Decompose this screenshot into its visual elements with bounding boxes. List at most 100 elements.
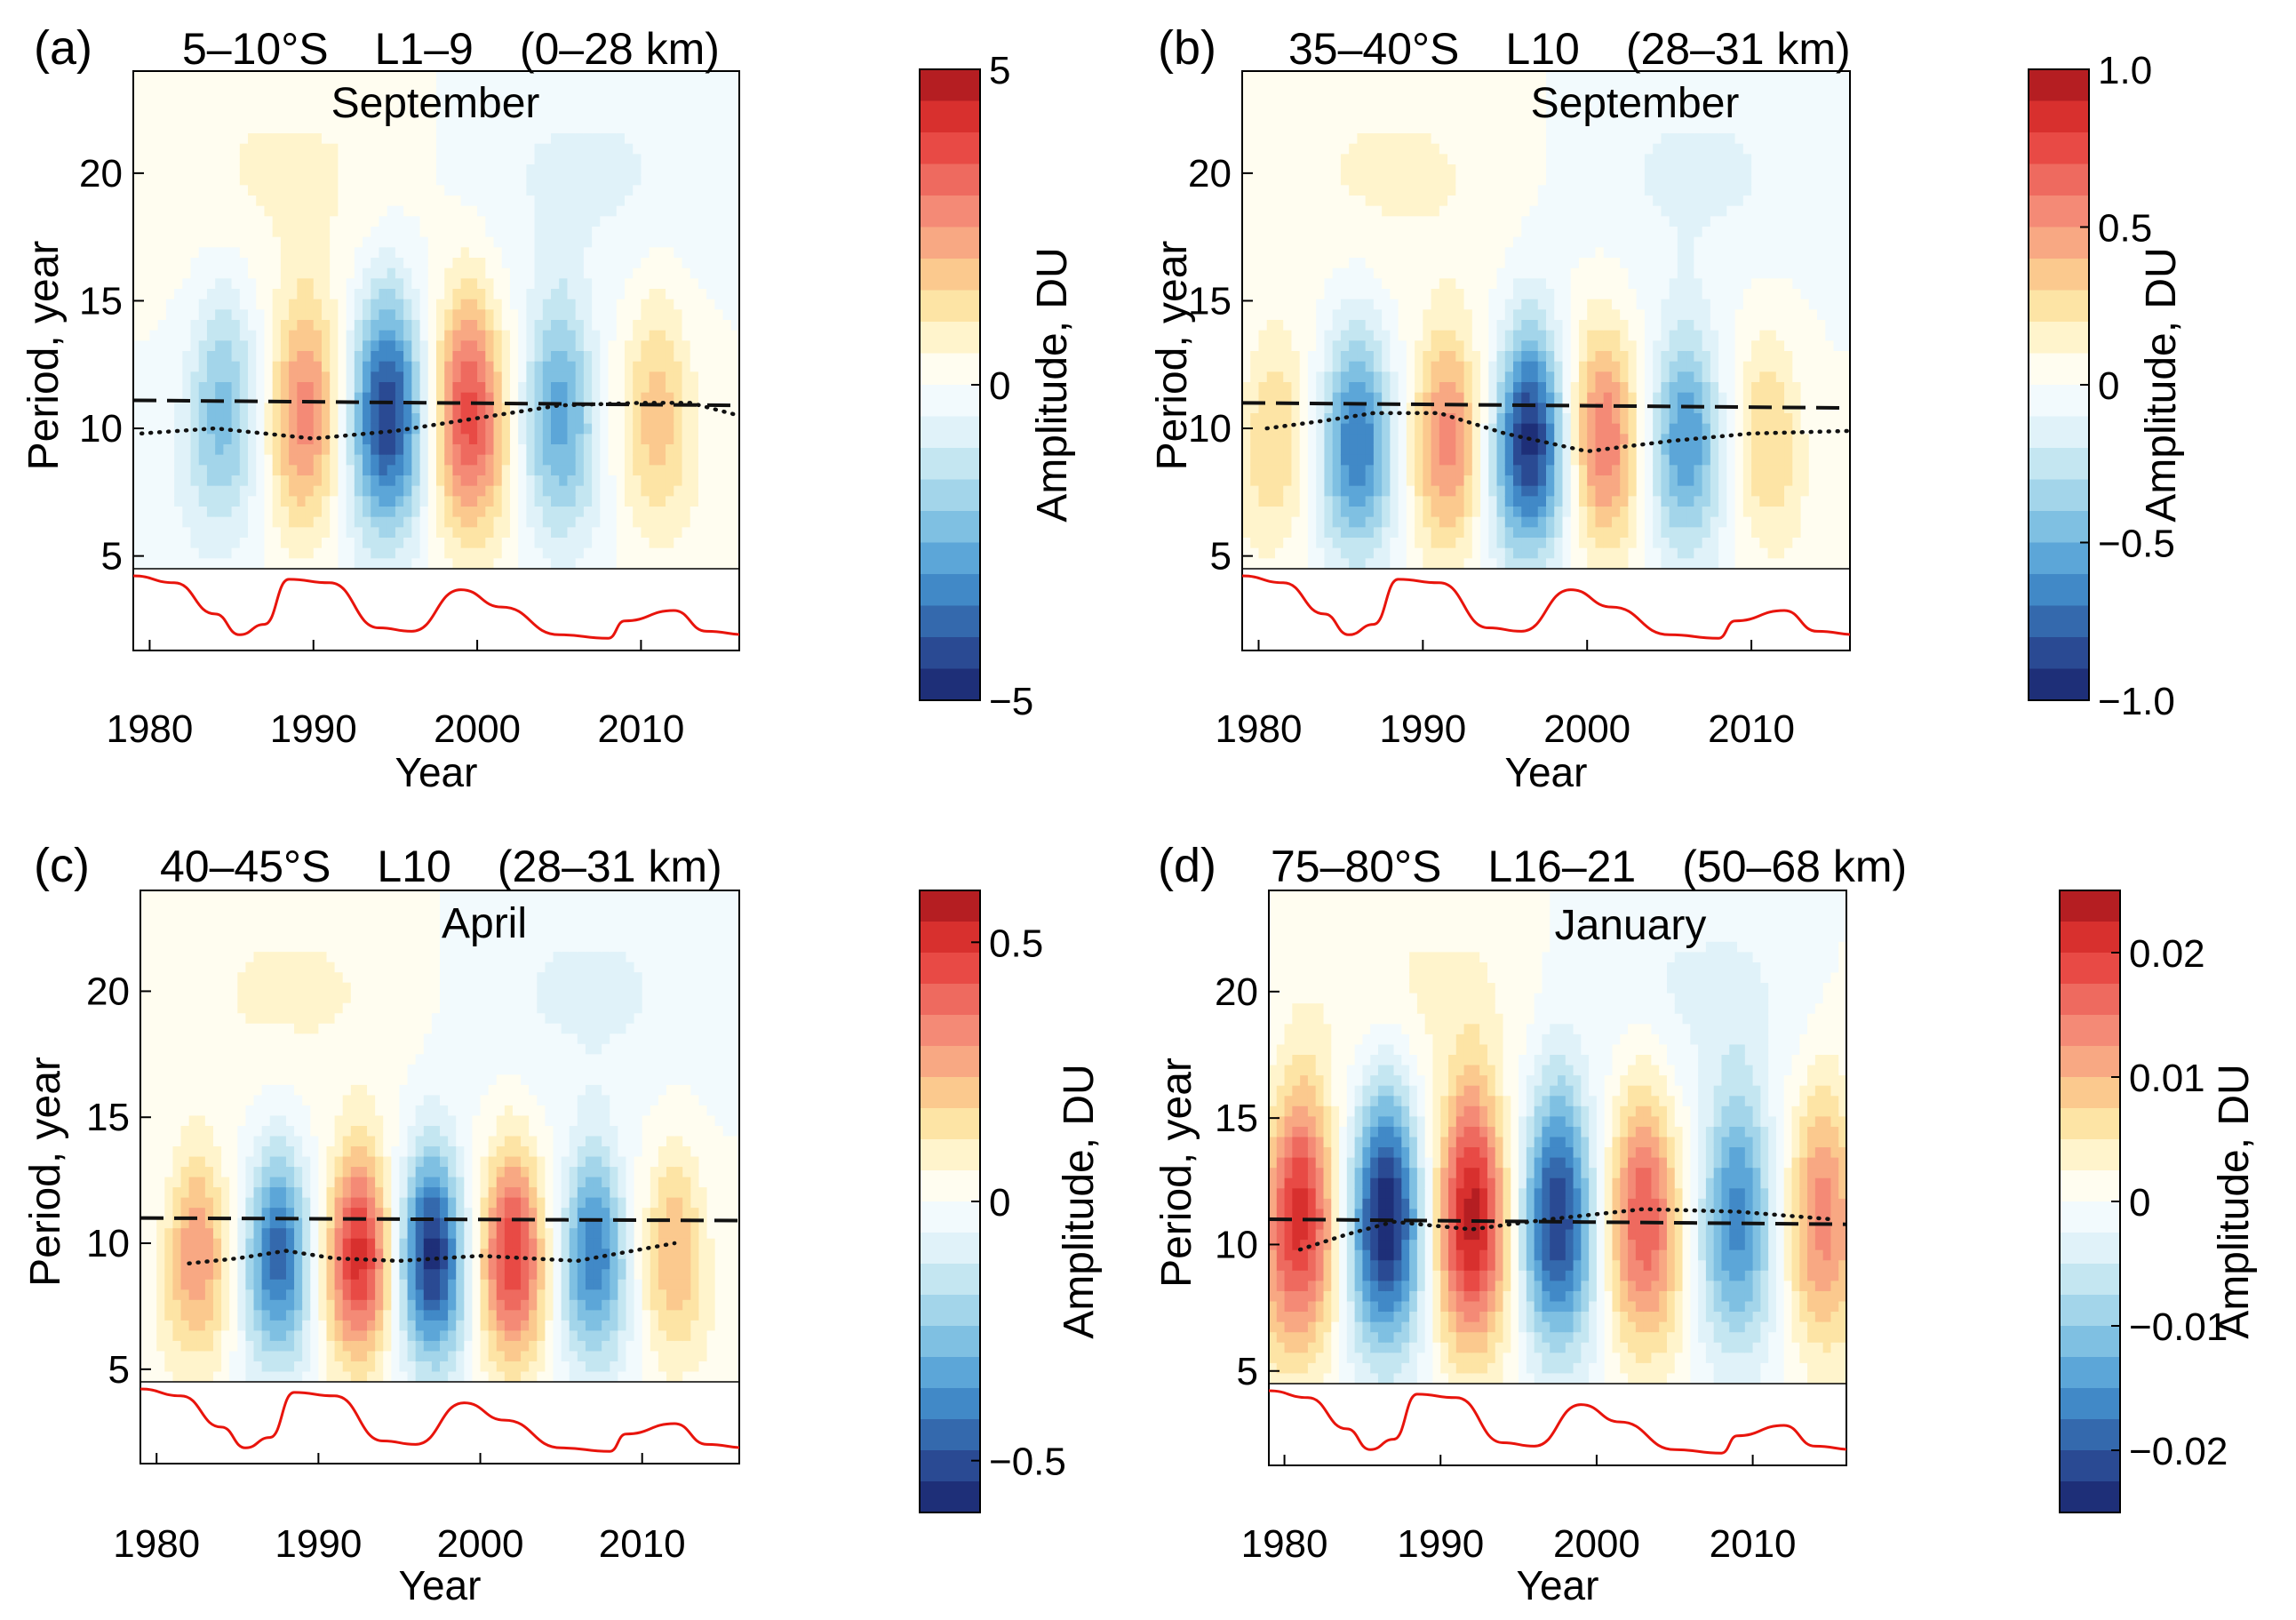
heatmap-cell [313, 164, 323, 176]
heatmap-cell [1431, 454, 1440, 466]
heatmap-cell [280, 278, 290, 290]
heatmap-cell [379, 475, 388, 487]
heatmap-cell [174, 538, 183, 549]
heatmap-cell [526, 143, 536, 155]
heatmap-cell [551, 133, 560, 145]
heatmap-cell [526, 102, 536, 114]
heatmap-cell [1242, 371, 1251, 383]
heatmap-cell [256, 371, 266, 383]
heatmap-cell [1415, 164, 1423, 176]
heatmap-cell [231, 547, 241, 559]
heatmap-cell [149, 454, 159, 466]
heatmap-cell [657, 340, 666, 352]
heatmap-cell [272, 454, 282, 466]
heatmap-cell [641, 547, 650, 559]
heatmap-cell [182, 143, 192, 155]
heatmap-cell [714, 507, 724, 518]
heatmap-cell [690, 299, 699, 310]
heatmap-cell [592, 278, 601, 290]
colorbar-tick-label: 5 [989, 49, 1010, 92]
heatmap-cell [239, 81, 249, 92]
heatmap-cell [468, 444, 478, 456]
heatmap-cell [616, 351, 626, 363]
heatmap-cell [1471, 278, 1481, 290]
heatmap-cell [706, 154, 715, 165]
heatmap-cell [1463, 547, 1473, 559]
heatmap-cell [526, 340, 536, 352]
heatmap-cell [1415, 205, 1423, 217]
heatmap-cell [1398, 102, 1407, 114]
heatmap-cell [280, 382, 290, 394]
heatmap-cell [649, 320, 658, 331]
heatmap-cell [1406, 538, 1415, 549]
heatmap-cell [1316, 403, 1326, 414]
heatmap-cell [674, 216, 683, 227]
heatmap-cell [452, 392, 462, 403]
heatmap-cell [206, 392, 216, 403]
heatmap-cell [509, 361, 519, 372]
heatmap-cell [1382, 71, 1391, 83]
heatmap-cell [624, 413, 634, 425]
heatmap-cell [1266, 227, 1276, 238]
heatmap-cell [518, 340, 527, 352]
heatmap-cell [1398, 112, 1407, 124]
heatmap-cell [1365, 205, 1375, 217]
heatmap-cell [706, 547, 715, 559]
heatmap-cell [157, 205, 167, 217]
heatmap-cell [682, 278, 691, 290]
heatmap-cell [321, 330, 331, 341]
heatmap-cell [1266, 299, 1276, 310]
heatmap-cell [551, 143, 560, 155]
y-tick-label: 20 [79, 152, 123, 196]
heatmap-cell [206, 403, 216, 414]
heatmap-cell [403, 81, 412, 92]
heatmap-cell [624, 392, 634, 403]
heatmap-cell [542, 164, 552, 176]
heatmap-cell [714, 413, 724, 425]
heatmap-cell [371, 434, 380, 445]
heatmap-cell [674, 423, 683, 435]
heatmap-cell [1463, 247, 1473, 259]
heatmap-cell [174, 485, 183, 497]
heatmap-cell [592, 112, 601, 124]
heatmap-cell [1299, 309, 1309, 321]
heatmap-cell [485, 247, 495, 259]
heatmap-cell [133, 123, 142, 134]
heatmap-cell [1455, 278, 1465, 290]
heatmap-cell [1332, 465, 1342, 476]
heatmap-cell [165, 538, 175, 549]
heatmap-cell [1431, 123, 1440, 134]
heatmap-cell [722, 538, 732, 549]
heatmap-cell [427, 454, 437, 466]
heatmap-cell [730, 454, 739, 466]
heatmap-cell [1283, 164, 1293, 176]
heatmap-cell [313, 320, 323, 331]
heatmap-cell [141, 558, 151, 569]
heatmap-cell [280, 475, 290, 487]
heatmap-cell [239, 247, 249, 259]
heatmap-cell [551, 299, 560, 310]
heatmap-cell [1307, 236, 1317, 248]
heatmap-cell [722, 475, 732, 487]
heatmap-cell [338, 92, 347, 103]
heatmap-cell [149, 299, 159, 310]
heatmap-cell [1266, 413, 1276, 425]
heatmap-cell [583, 258, 593, 269]
heatmap-cell [674, 133, 683, 145]
heatmap-cell [289, 558, 298, 569]
heatmap-cell [1340, 133, 1350, 145]
heatmap-cell [460, 413, 470, 425]
heatmap-cell [419, 361, 429, 372]
heatmap-cell [1415, 423, 1423, 435]
heatmap-cell [231, 330, 241, 341]
heatmap-cell [149, 403, 159, 414]
heatmap-cell [600, 123, 610, 134]
heatmap-cell [297, 267, 307, 279]
heatmap-cell [649, 496, 658, 507]
heatmap-cell [1258, 434, 1268, 445]
heatmap-cell [1316, 475, 1326, 487]
heatmap-cell [649, 247, 658, 259]
heatmap-cell [206, 413, 216, 425]
heatmap-cell [248, 485, 257, 497]
heatmap-cell [1471, 164, 1481, 176]
